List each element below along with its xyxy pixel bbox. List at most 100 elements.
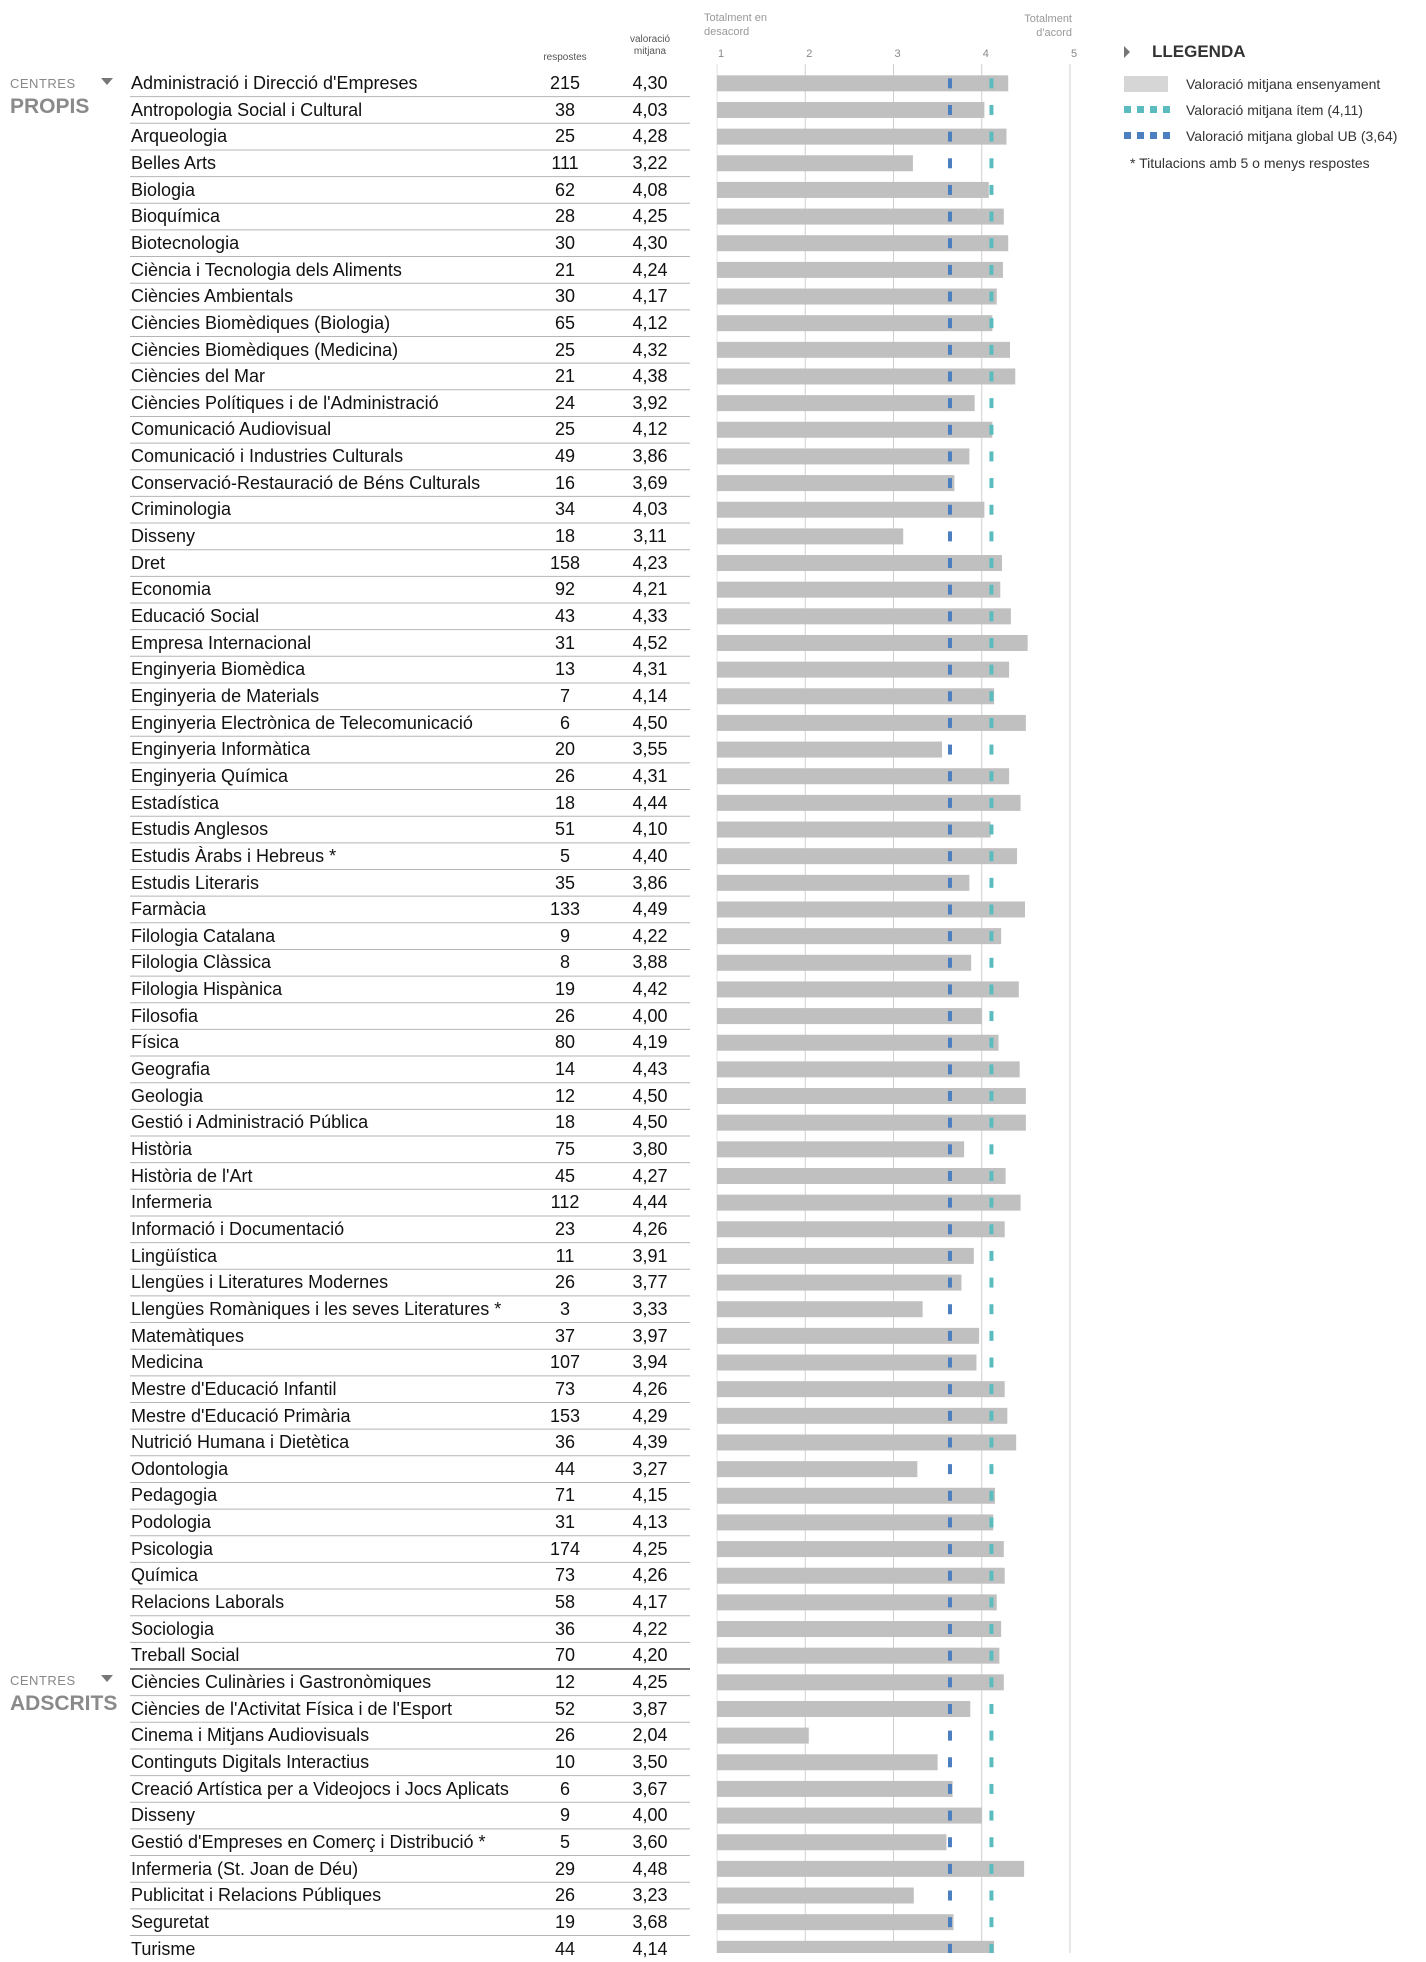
row-name: Administració i Direcció d'Empreses: [131, 73, 418, 93]
row-valoracio: 4,15: [632, 1485, 668, 1506]
item-mean-marker: [989, 1570, 994, 1581]
bar: [717, 261, 1003, 278]
global-mean-marker: [947, 1197, 952, 1208]
row-valoracio: 4,20: [632, 1645, 668, 1666]
row-valoracio: 4,48: [632, 1858, 668, 1879]
row-respostes: 158: [549, 552, 581, 573]
item-mean-marker: [989, 957, 994, 968]
bar: [717, 288, 997, 305]
row-respostes: 9: [559, 1805, 570, 1826]
bar: [717, 341, 1010, 358]
row-respostes: 24: [554, 392, 576, 413]
bar: [717, 1167, 1006, 1184]
bar: [717, 741, 943, 758]
item-mean-marker: [989, 1943, 994, 1953]
bar: [717, 315, 993, 332]
bar: [717, 128, 1007, 145]
bar: [717, 1114, 1026, 1131]
legend-item-label: Valoració mitjana ítem (4,11): [1186, 102, 1363, 118]
row-valoracio: 4,38: [632, 366, 668, 387]
row-respostes: 5: [559, 845, 570, 866]
row-name: Estudis Àrabs i Hebreus *: [131, 845, 337, 866]
row-name: Ciències de l'Activitat Física i de l'Es…: [131, 1698, 452, 1719]
bar: [717, 101, 985, 118]
global-mean-marker: [947, 584, 952, 595]
bar: [717, 1088, 1026, 1105]
global-mean-marker: [947, 1810, 952, 1821]
row-name: Estadística: [131, 792, 220, 813]
row-valoracio: 3,33: [632, 1298, 668, 1319]
row-name: Publicitat i Relacions Públiques: [131, 1885, 382, 1906]
row-valoracio: 4,26: [632, 1565, 668, 1586]
item-mean-marker: [989, 1304, 994, 1315]
bar: [717, 421, 993, 438]
item-mean-marker: [989, 1091, 994, 1102]
global-mean-marker: [947, 611, 952, 622]
row-valoracio: 3,88: [632, 952, 668, 973]
item-mean-marker: [989, 1464, 994, 1475]
row-valoracio: 3,97: [632, 1325, 668, 1346]
row-valoracio: 2,04: [632, 1725, 668, 1746]
bar: [717, 1274, 962, 1291]
global-mean-marker: [947, 1224, 952, 1235]
global-mean-marker: [947, 504, 952, 515]
row-valoracio: 4,03: [632, 99, 668, 120]
item-mean-marker: [989, 1837, 994, 1848]
row-valoracio: 4,31: [632, 765, 668, 786]
item-mean-marker: [989, 771, 994, 782]
row-respostes: 18: [554, 526, 576, 547]
row-valoracio: 3,68: [632, 1911, 668, 1932]
row-valoracio: 4,30: [632, 232, 668, 253]
row-respostes: 73: [554, 1565, 576, 1586]
row-valoracio: 4,12: [632, 419, 668, 440]
row-respostes: 18: [554, 792, 576, 813]
global-mean-marker: [947, 1490, 952, 1501]
item-mean-marker: [989, 1144, 994, 1155]
global-mean-marker: [947, 1597, 952, 1608]
row-valoracio: 3,55: [632, 739, 668, 760]
item-mean-marker: [989, 1650, 994, 1661]
bar: [717, 1008, 982, 1025]
row-respostes: 92: [554, 579, 576, 600]
row-respostes: 174: [549, 1538, 581, 1559]
bar: [717, 634, 1028, 651]
row-name: Disseny: [131, 1805, 196, 1826]
item-mean-marker: [989, 851, 994, 862]
global-mean-marker: [947, 1517, 952, 1528]
row-name: Comunicació i Industries Culturals: [131, 446, 404, 467]
global-mean-marker: [947, 797, 952, 808]
row-name: Geografia: [131, 1059, 211, 1080]
item-mean-marker: [989, 611, 994, 622]
bar: [717, 581, 1001, 598]
item-mean-marker: [989, 1890, 994, 1901]
row-respostes: 12: [554, 1085, 576, 1106]
global-mean-marker: [947, 398, 952, 409]
legend-item-swatch: [1124, 106, 1172, 113]
bar: [717, 821, 991, 838]
legend-toggle-icon[interactable]: [1124, 46, 1130, 58]
global-mean-marker: [947, 1304, 952, 1315]
item-mean-marker: [989, 211, 994, 222]
row-respostes: 107: [549, 1352, 581, 1373]
row-name: Enginyeria de Materials: [131, 685, 320, 706]
adscrits-collapse-icon[interactable]: [101, 1675, 113, 1682]
bar: [717, 794, 1021, 811]
row-valoracio: 4,22: [632, 925, 668, 946]
row-valoracio: 4,26: [632, 1378, 668, 1399]
bar: [717, 848, 1018, 865]
row-name: Mestre d'Educació Primària: [131, 1405, 351, 1426]
row-respostes: 21: [554, 259, 576, 280]
global-mean-marker: [947, 637, 952, 648]
propis-collapse-icon[interactable]: [101, 78, 113, 85]
row-respostes: 31: [554, 632, 576, 653]
item-mean-marker: [989, 931, 994, 942]
item-mean-marker: [989, 291, 994, 302]
legend-global-swatch: [1124, 132, 1172, 139]
bar: [717, 555, 1003, 572]
item-mean-marker: [989, 1011, 994, 1022]
global-mean-marker: [947, 1837, 952, 1848]
row-valoracio: 3,92: [632, 392, 668, 413]
item-mean-marker: [989, 1544, 994, 1555]
row-name: Lingüística: [131, 1245, 218, 1266]
header-valoracio: valoració mitjana: [615, 34, 685, 58]
